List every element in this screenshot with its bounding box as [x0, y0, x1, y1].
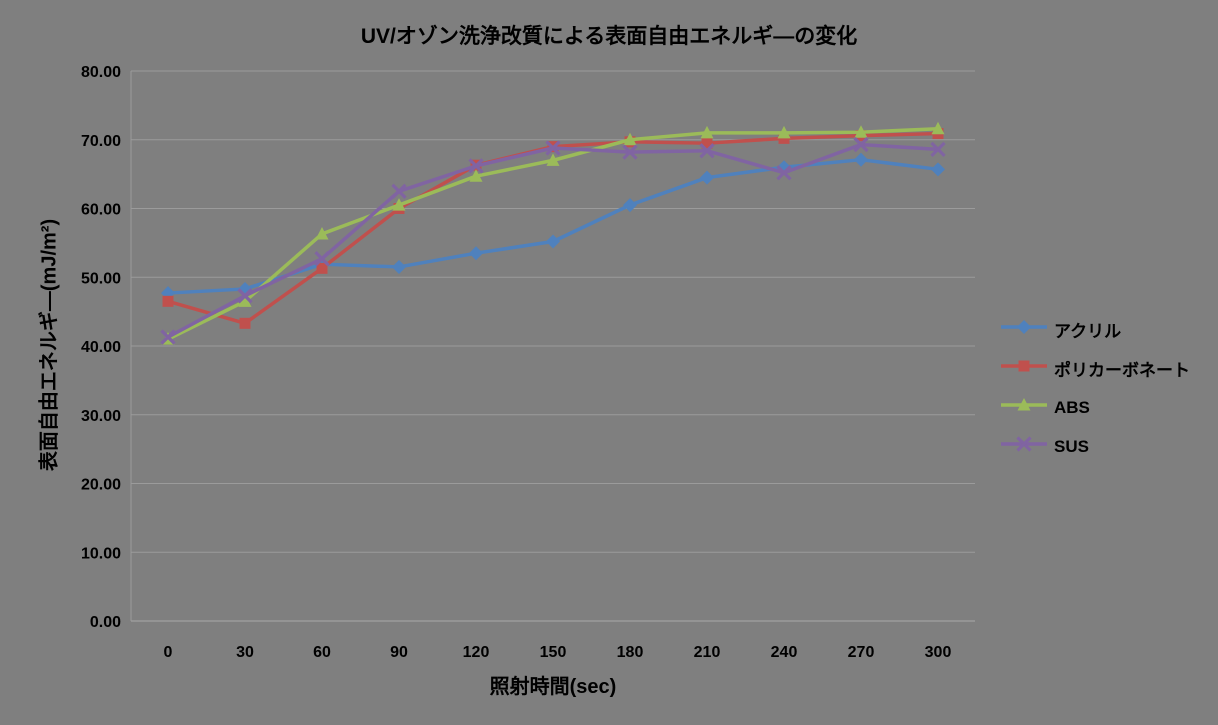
y-tick-label: 30.00: [81, 408, 121, 425]
series-3-marker: [622, 144, 638, 160]
y-tick-label: 80.00: [81, 64, 121, 81]
x-tick-label: 120: [463, 644, 490, 661]
chart-title: UV/オゾン洗浄改質による表面自由エネルギ―の変化: [360, 25, 858, 48]
y-tick-label: 0.00: [90, 614, 121, 631]
series-3-marker: [314, 251, 330, 267]
legend-label: SUS: [1054, 436, 1089, 456]
legend-label: ABS: [1054, 397, 1090, 417]
series-3-marker: [160, 329, 176, 345]
x-tick-label: 90: [390, 644, 408, 661]
legend-item-acrylic: アクリル: [1001, 310, 1216, 349]
series-2-marker: [854, 125, 868, 138]
legend-swatch-svg: [1001, 360, 1047, 372]
legend-item-abs: ABS: [1001, 388, 1216, 427]
series-0-marker: [469, 246, 483, 261]
x-axis-title: 照射時間(sec): [489, 676, 617, 698]
y-tick-label: 10.00: [81, 545, 121, 562]
series-1-marker: [701, 137, 713, 149]
series-0-marker: [700, 170, 714, 185]
series-2-marker: [623, 132, 637, 146]
x-tick-label: 0: [164, 644, 173, 661]
legend-swatch-svg: [1001, 436, 1047, 452]
legend-label: ポリカーボネート: [1054, 361, 1190, 380]
y-tick-label: 20.00: [81, 477, 121, 494]
legend-marker: [1017, 398, 1031, 411]
series-0-marker: [392, 259, 406, 274]
series-0-marker: [931, 162, 945, 177]
series-1-marker: [239, 317, 251, 329]
series-1-marker: [316, 262, 328, 274]
series-3-marker: [468, 158, 484, 174]
series-2-marker: [546, 153, 560, 166]
legend-swatch-svg: [1001, 398, 1047, 411]
legend: アクリル ポリカーボネート ABS SUS: [1001, 310, 1216, 466]
y-tick-label: 40.00: [81, 339, 121, 356]
series-2-marker: [238, 294, 252, 307]
series-3-marker: [699, 143, 715, 159]
x-tick-label: 300: [925, 644, 952, 661]
x-tick-label: 240: [771, 644, 798, 661]
legend-item-sus: SUS: [1001, 427, 1216, 466]
x-tick-label: 210: [694, 644, 721, 661]
legend-marker-x-icon: [1001, 435, 1047, 458]
series-2-marker: [392, 198, 406, 211]
legend-label: アクリル: [1054, 322, 1122, 341]
legend-item-polycarbonate: ポリカーボネート: [1001, 349, 1216, 388]
series-2-marker: [469, 169, 483, 182]
x-tick-label: 150: [540, 644, 567, 661]
series-3-marker: [930, 141, 946, 158]
x-tick-label: 60: [313, 644, 331, 661]
series-3-marker: [853, 136, 869, 153]
series-0-marker: [854, 152, 868, 167]
y-tick-label: 60.00: [81, 202, 121, 219]
legend-marker-square-icon: [1001, 357, 1047, 380]
y-tick-label: 70.00: [81, 133, 121, 150]
series-3-marker: [237, 288, 253, 304]
series-3-marker: [391, 183, 407, 199]
legend-marker-diamond-icon: [1001, 318, 1047, 341]
series-2-marker: [700, 125, 714, 139]
legend-marker: [1016, 436, 1032, 452]
legend-marker: [1017, 320, 1031, 334]
legend-swatch-svg: [1001, 320, 1047, 334]
series-1-marker: [162, 295, 174, 307]
x-tick-label: 180: [617, 644, 644, 661]
series-3-marker: [545, 140, 561, 156]
y-tick-label: 50.00: [81, 270, 121, 287]
series-0-marker: [623, 198, 637, 213]
series-0-line: [167, 157, 939, 295]
series-2-marker: [931, 121, 945, 135]
series-2-marker: [315, 226, 329, 240]
x-tick-label: 30: [236, 644, 254, 661]
series-0-marker: [546, 234, 560, 249]
legend-marker-triangle-icon: [1001, 396, 1047, 419]
x-tick-label: 270: [848, 644, 875, 661]
series-3-marker: [776, 165, 792, 181]
series-2-marker: [777, 125, 791, 139]
legend-marker: [1018, 360, 1030, 372]
